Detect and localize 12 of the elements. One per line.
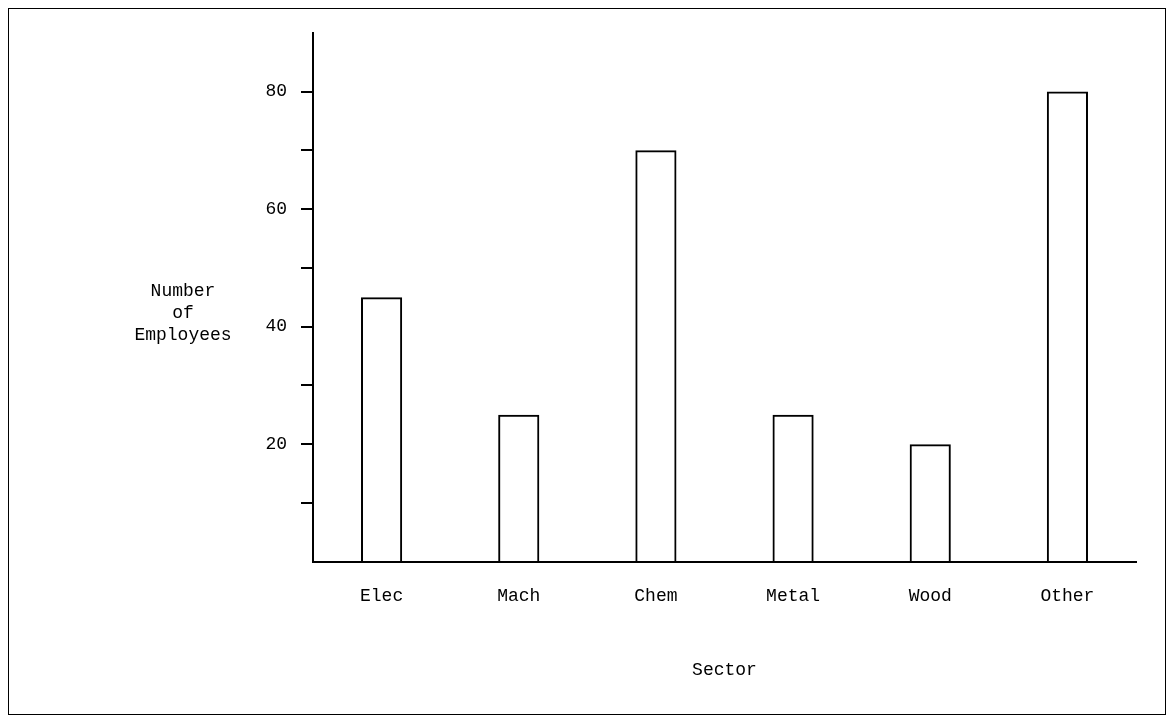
x-axis-title: Sector	[692, 659, 757, 680]
x-tick-label: Mach	[497, 586, 541, 607]
y-tick-label: 40	[265, 316, 287, 337]
y-tick-label: 80	[265, 81, 287, 102]
y-tick-label: 60	[265, 198, 287, 219]
y-axis-title: Number of Employees	[134, 281, 232, 346]
x-tick-label: Metal	[766, 586, 821, 607]
x-tick-label: Wood	[908, 586, 952, 607]
x-tick-label: Chem	[634, 586, 678, 607]
x-tick-label: Other	[1040, 586, 1095, 607]
x-tick-label: Elec	[359, 586, 404, 607]
y-tick-label: 20	[265, 434, 287, 455]
